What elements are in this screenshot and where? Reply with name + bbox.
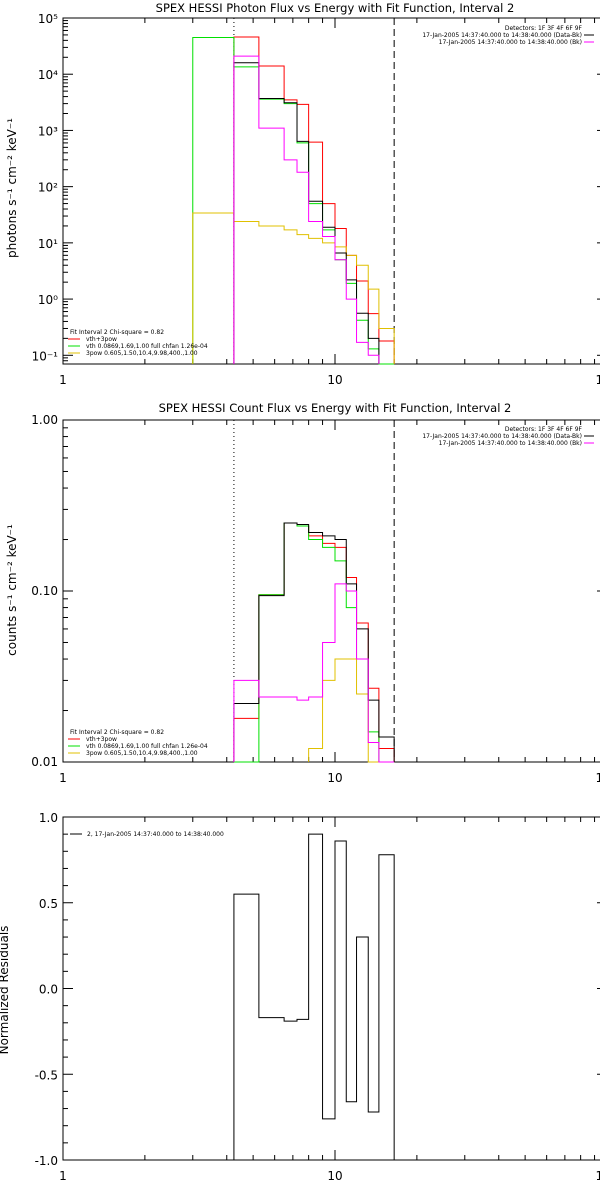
residuals-panel-marks: 1 10 100 -1.0 -0.5 0.0 0.5 1.0 bbox=[35, 811, 600, 1183]
residuals-panel-legend: 2, 17-Jan-2005 14:37:40.000 to 14:38:40.… bbox=[70, 831, 224, 838]
legend-data-bk: 17-Jan-2005 14:37:40.000 to 14:38:40.000… bbox=[422, 433, 582, 440]
photon-panel-frame bbox=[62, 17, 600, 365]
x-tick-label: 100 bbox=[596, 1169, 600, 1183]
legend-detectors: Detectors: 1F 3F 4F 6F 9F bbox=[505, 426, 583, 433]
y-tick-label: 0.01 bbox=[31, 755, 58, 769]
residuals-panel-frame bbox=[62, 816, 600, 1161]
x-tick-label: 1 bbox=[59, 1169, 67, 1183]
legend-thermal: vth 0.0869,1.69,1.00 full chfan 1.26e-04 bbox=[86, 343, 208, 350]
legend-data-bk: 17-Jan-2005 14:37:40.000 to 14:38:40.000… bbox=[422, 32, 582, 39]
residuals-panel-ylabel: Normalized Residuals bbox=[0, 926, 11, 1055]
legend-total: vth+3pow bbox=[86, 736, 117, 743]
legend-powerlaw: 3pow 0.605,1.50,10.4,9.98,400.,1.00 bbox=[86, 350, 198, 357]
y-tick-label: 10² bbox=[38, 181, 58, 195]
legend-powerlaw: 3pow 0.605,1.50,10.4,9.98,400.,1.00 bbox=[86, 750, 198, 757]
count-panel-title: SPEX HESSI Count Flux vs Energy with Fit… bbox=[159, 401, 512, 415]
x-tick-label: 100 bbox=[596, 771, 600, 785]
x-tick-label: 10 bbox=[327, 1169, 342, 1183]
count-panel-marks: 1 10 100 0.01 0.10 1.00 bbox=[31, 413, 600, 785]
y-tick-label: 10⁴ bbox=[38, 68, 58, 82]
count-panel-legend-tr: Detectors: 1F 3F 4F 6F 9F 17-Jan-2005 14… bbox=[422, 426, 594, 447]
y-tick-label: 10¹ bbox=[38, 237, 58, 251]
residuals-legend: 2, 17-Jan-2005 14:37:40.000 to 14:38:40.… bbox=[87, 831, 224, 838]
residuals-panel: Normalized Residuals 1 10 100 -1.0 -0.5 0.0 0.… bbox=[0, 811, 600, 1183]
y-tick-label: 10⁰ bbox=[38, 293, 58, 307]
thermal-histogram bbox=[192, 36, 395, 365]
powerlaw-histogram bbox=[308, 658, 395, 763]
x-tick-label: 1 bbox=[59, 771, 67, 785]
total-histogram bbox=[233, 36, 395, 364]
photon-panel-ylabel: photons s⁻¹ cm⁻² keV⁻¹ bbox=[5, 118, 19, 258]
legend-bk: 17-Jan-2005 14:37:40.000 to 14:38:40.000… bbox=[439, 440, 582, 447]
photon-panel-legend-bl: Fit Interval 2 Chi-square = 0.82 vth+3po… bbox=[68, 329, 208, 357]
background-histogram bbox=[233, 55, 380, 364]
y-tick-label: 10⁵ bbox=[38, 12, 58, 26]
photon-panel-legend-tr: Detectors: 1F 3F 4F 6F 9F 17-Jan-2005 14… bbox=[422, 25, 594, 46]
y-tick-label: 10³ bbox=[38, 124, 58, 138]
x-tick-label: 10 bbox=[327, 771, 342, 785]
y-tick-label: 0.10 bbox=[31, 584, 58, 598]
count-panel-frame bbox=[62, 419, 600, 763]
count-flux-panel: SPEX HESSI Count Flux vs Energy with Fit… bbox=[5, 401, 600, 785]
y-tick-label: -0.5 bbox=[35, 1068, 58, 1082]
data-histogram bbox=[233, 522, 395, 762]
y-tick-label: -1.0 bbox=[35, 1154, 58, 1168]
thermal-histogram bbox=[233, 522, 395, 763]
total-histogram bbox=[233, 522, 395, 762]
legend-fit-interval: Fit Interval 2 Chi-square = 0.82 bbox=[70, 329, 164, 336]
data-histogram bbox=[233, 62, 380, 364]
x-tick-label: 1 bbox=[59, 373, 67, 387]
legend-total: vth+3pow bbox=[86, 336, 117, 343]
residuals-histogram bbox=[233, 833, 395, 1160]
y-tick-label: 0.0 bbox=[39, 983, 58, 997]
legend-fit-interval: Fit Interval 2 Chi-square = 0.82 bbox=[70, 729, 164, 736]
powerlaw-histogram bbox=[192, 212, 395, 364]
background-histogram bbox=[233, 583, 395, 763]
photon-flux-panel: SPEX HESSI Photon Flux vs Energy with Fi… bbox=[5, 1, 600, 387]
legend-thermal: vth 0.0869,1.69,1.00 full chfan 1.26e-04 bbox=[86, 743, 208, 750]
photon-panel-title: SPEX HESSI Photon Flux vs Energy with Fi… bbox=[156, 1, 515, 15]
x-tick-label: 100 bbox=[596, 373, 600, 387]
count-panel-ylabel: counts s⁻¹ cm⁻² keV⁻¹ bbox=[5, 524, 19, 656]
count-panel-legend-bl: Fit Interval 2 Chi-square = 0.82 vth+3po… bbox=[68, 729, 208, 757]
y-tick-label: 0.5 bbox=[39, 897, 58, 911]
y-tick-label: 1.0 bbox=[39, 811, 58, 825]
x-tick-label: 10 bbox=[327, 373, 342, 387]
photon-panel-marks: 1 10 100 10⁻¹ 10⁰ 10¹ 10² 10³ 10⁴ 10⁵ bbox=[32, 12, 600, 387]
legend-detectors: Detectors: 1F 3F 4F 6F 9F bbox=[505, 25, 583, 32]
y-tick-label: 1.00 bbox=[31, 413, 58, 427]
legend-bk: 17-Jan-2005 14:37:40.000 to 14:38:40.000… bbox=[439, 39, 582, 46]
y-tick-label: 10⁻¹ bbox=[32, 349, 59, 363]
